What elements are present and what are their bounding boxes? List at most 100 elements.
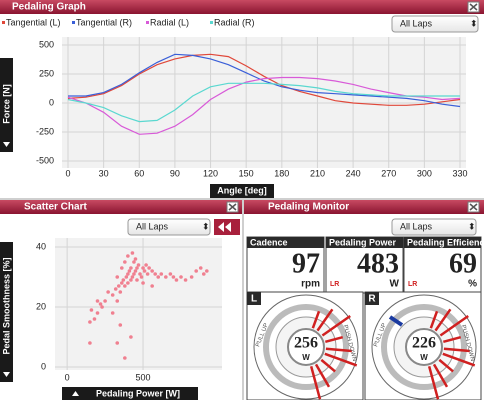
force-spike — [320, 358, 336, 373]
stat-side: LR — [330, 281, 339, 288]
scatter-point — [142, 269, 147, 273]
series-line — [67, 76, 461, 135]
scatter-point — [194, 269, 198, 273]
legend-label: Radial (R) — [214, 17, 255, 27]
x-axis-tab — [210, 184, 274, 198]
scatter-point — [144, 263, 148, 267]
scatter-point — [156, 275, 161, 279]
y-tick-label: 500 — [39, 39, 54, 49]
panel-title: Pedaling Graph — [12, 2, 86, 13]
scatter-point — [115, 341, 120, 345]
scatter-point — [135, 266, 139, 270]
legend-label: Tangential (R) — [76, 17, 132, 27]
gauge-ring — [263, 304, 349, 390]
scatter-point — [120, 281, 124, 285]
gauge-outer-ring — [371, 294, 477, 400]
gauge-side-tag — [365, 292, 379, 305]
force-spike — [324, 335, 344, 344]
scatter-point — [118, 323, 123, 327]
lap-dropdown[interactable]: All Laps ⬍ — [391, 15, 479, 33]
force-spike — [325, 347, 352, 353]
scatter-point — [106, 290, 110, 294]
panel-header — [0, 200, 242, 214]
scatter-point — [164, 275, 168, 279]
scatter-point — [135, 278, 139, 282]
x-tick-label: 300 — [417, 168, 432, 178]
scatter-point — [126, 272, 130, 276]
panel-header — [244, 200, 484, 214]
x-tick-label: 210 — [310, 168, 325, 178]
scatter-point — [189, 275, 194, 279]
force-spike — [309, 365, 322, 400]
x-tick-label: 180 — [274, 168, 289, 178]
stat-label-bar — [404, 237, 481, 248]
stat-unit: W — [390, 279, 400, 290]
scatter-point — [116, 284, 121, 288]
scatter-point — [130, 251, 135, 255]
gauge-center — [405, 328, 443, 366]
y-axis-tab — [0, 242, 13, 382]
scatter-point — [120, 266, 124, 270]
tab-arrow — [72, 391, 79, 396]
force-spike — [321, 315, 351, 337]
legend-swatch — [146, 21, 149, 24]
scatter-point — [118, 290, 123, 294]
scatter-point — [126, 254, 130, 258]
lap-dropdown[interactable]: All Laps ⬍ — [127, 218, 211, 236]
scatter-point — [100, 305, 104, 309]
gauge-unit: W — [420, 353, 428, 362]
scatter-point — [95, 311, 100, 315]
force-spike — [311, 310, 321, 329]
stat-label: Pedaling Efficiency — [407, 237, 484, 247]
force-spike — [438, 358, 454, 373]
lap-dropdown[interactable]: All Laps ⬍ — [391, 218, 477, 236]
gauge-unit: W — [302, 353, 310, 362]
scatter-point — [141, 281, 145, 285]
stat-unit: % — [468, 279, 477, 290]
y-tick-label: -250 — [36, 126, 54, 136]
scatter-point — [179, 275, 183, 279]
gauge-side: L — [251, 294, 257, 305]
scatter-point — [201, 272, 206, 276]
legend-swatch — [72, 21, 75, 24]
force-spike — [443, 347, 470, 353]
scatter-point — [168, 272, 173, 276]
scatter-point — [159, 272, 164, 276]
x-tick-label: 330 — [452, 168, 467, 178]
y-axis-label: Pedal Smoothness [%] — [1, 257, 11, 354]
force-spike — [442, 335, 462, 344]
scatter-point — [153, 272, 157, 276]
stat-value: 97 — [292, 248, 320, 279]
legend-swatch — [2, 21, 5, 24]
stat-side: LR — [408, 281, 417, 288]
scatter-point — [95, 299, 100, 303]
scatter-point — [198, 266, 203, 270]
gauge-value: 256 — [294, 335, 318, 352]
link-button[interactable] — [214, 219, 240, 235]
scatter-point — [113, 287, 118, 291]
scatter-point — [115, 299, 120, 303]
stat-unit: rpm — [301, 279, 320, 290]
scatter-point — [141, 266, 145, 270]
gauge-center — [287, 328, 325, 366]
force-spike — [324, 352, 358, 367]
dropdown-label: All Laps — [400, 18, 433, 28]
dropdown-arrow: ⬍ — [202, 221, 210, 231]
close-button[interactable] — [226, 201, 239, 213]
scatter-point — [92, 317, 97, 321]
scatter-point — [174, 278, 179, 282]
scatter-point — [88, 320, 92, 324]
scatter-point — [145, 272, 150, 276]
scatter-point — [126, 281, 130, 285]
force-spike — [316, 308, 334, 332]
force-spike — [442, 352, 476, 367]
close-button[interactable] — [467, 1, 480, 13]
scatter-point — [133, 257, 138, 261]
scatter-point — [129, 335, 133, 339]
stat-value: 483 — [357, 248, 399, 279]
close-button[interactable] — [467, 201, 480, 213]
x-tick-label: 90 — [170, 168, 180, 178]
x-axis-label: Pedaling Power [W] — [96, 388, 180, 398]
